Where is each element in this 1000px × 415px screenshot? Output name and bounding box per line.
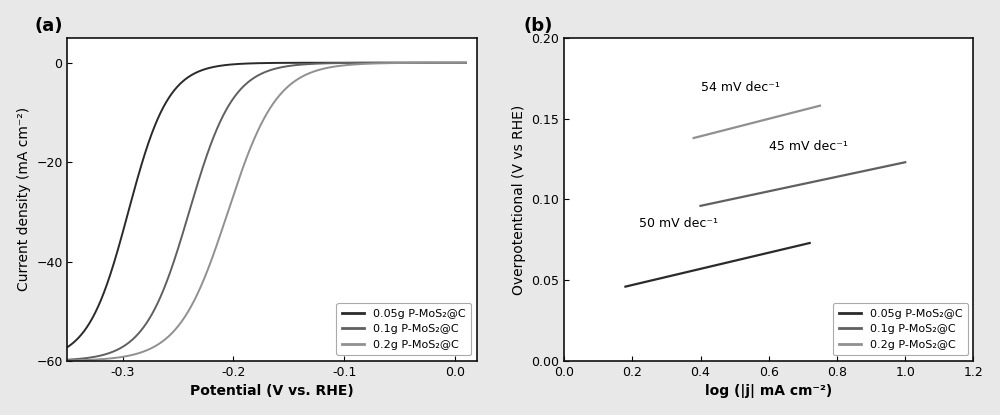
0.2g P-MoS₂@C [379, 61, 391, 66]
Line: 0.2g P-MoS₂@C: 0.2g P-MoS₂@C [67, 63, 466, 361]
Line: 0.05g P-MoS₂@C: 0.05g P-MoS₂@C [67, 63, 466, 347]
Legend: 0.05g P-MoS₂@C, 0.1g P-MoS₂@C, 0.2g P-MoS₂@C: 0.05g P-MoS₂@C, 0.1g P-MoS₂@C, 0.2g P-Mo… [336, 303, 471, 355]
0.2g P-MoS₂@C [814, 103, 826, 108]
0.2g P-MoS₂@C [223, 208, 235, 212]
0.1g P-MoS₂@C [379, 60, 391, 65]
0.1g P-MoS₂@C [237, 84, 249, 89]
0.1g P-MoS₂@C [460, 60, 472, 65]
0.2g P-MoS₂@C [372, 61, 384, 66]
0.1g P-MoS₂@C [223, 103, 235, 108]
Text: 45 mV dec⁻¹: 45 mV dec⁻¹ [769, 139, 848, 153]
0.05g P-MoS₂@C [460, 60, 472, 65]
Y-axis label: Overpotentional (V vs RHE): Overpotentional (V vs RHE) [512, 104, 526, 295]
0.2g P-MoS₂@C [460, 60, 472, 65]
Line: 0.1g P-MoS₂@C: 0.1g P-MoS₂@C [701, 162, 905, 206]
Legend: 0.05g P-MoS₂@C, 0.1g P-MoS₂@C, 0.2g P-MoS₂@C: 0.05g P-MoS₂@C, 0.1g P-MoS₂@C, 0.2g P-Mo… [833, 303, 968, 355]
0.05g P-MoS₂@C [619, 284, 631, 289]
Text: (b): (b) [523, 17, 552, 34]
0.05g P-MoS₂@C [379, 60, 391, 65]
0.1g P-MoS₂@C [372, 60, 384, 65]
Text: 54 mV dec⁻¹: 54 mV dec⁻¹ [701, 81, 779, 94]
Text: (a): (a) [35, 17, 63, 34]
X-axis label: Potential (V vs. RHE): Potential (V vs. RHE) [190, 384, 354, 398]
0.1g P-MoS₂@C [695, 203, 707, 208]
0.05g P-MoS₂@C [102, 278, 114, 283]
Line: 0.1g P-MoS₂@C: 0.1g P-MoS₂@C [67, 63, 466, 360]
X-axis label: log (|j| mA cm⁻²): log (|j| mA cm⁻²) [705, 384, 832, 398]
0.1g P-MoS₂@C [335, 61, 347, 66]
0.2g P-MoS₂@C [237, 165, 249, 170]
Y-axis label: Current density (mA cm⁻²): Current density (mA cm⁻²) [17, 107, 31, 291]
0.05g P-MoS₂@C [223, 62, 235, 67]
0.2g P-MoS₂@C [102, 356, 114, 361]
0.1g P-MoS₂@C [61, 357, 73, 362]
0.05g P-MoS₂@C [804, 241, 816, 246]
0.1g P-MoS₂@C [899, 160, 911, 165]
0.2g P-MoS₂@C [61, 358, 73, 363]
Text: 50 mV dec⁻¹: 50 mV dec⁻¹ [639, 217, 718, 230]
0.2g P-MoS₂@C [335, 63, 347, 68]
0.05g P-MoS₂@C [335, 60, 347, 65]
0.05g P-MoS₂@C [61, 344, 73, 349]
0.05g P-MoS₂@C [372, 60, 384, 65]
0.2g P-MoS₂@C [688, 136, 700, 141]
0.05g P-MoS₂@C [237, 61, 249, 66]
Line: 0.05g P-MoS₂@C: 0.05g P-MoS₂@C [625, 243, 810, 287]
Line: 0.2g P-MoS₂@C: 0.2g P-MoS₂@C [694, 106, 820, 138]
0.1g P-MoS₂@C [102, 351, 114, 356]
